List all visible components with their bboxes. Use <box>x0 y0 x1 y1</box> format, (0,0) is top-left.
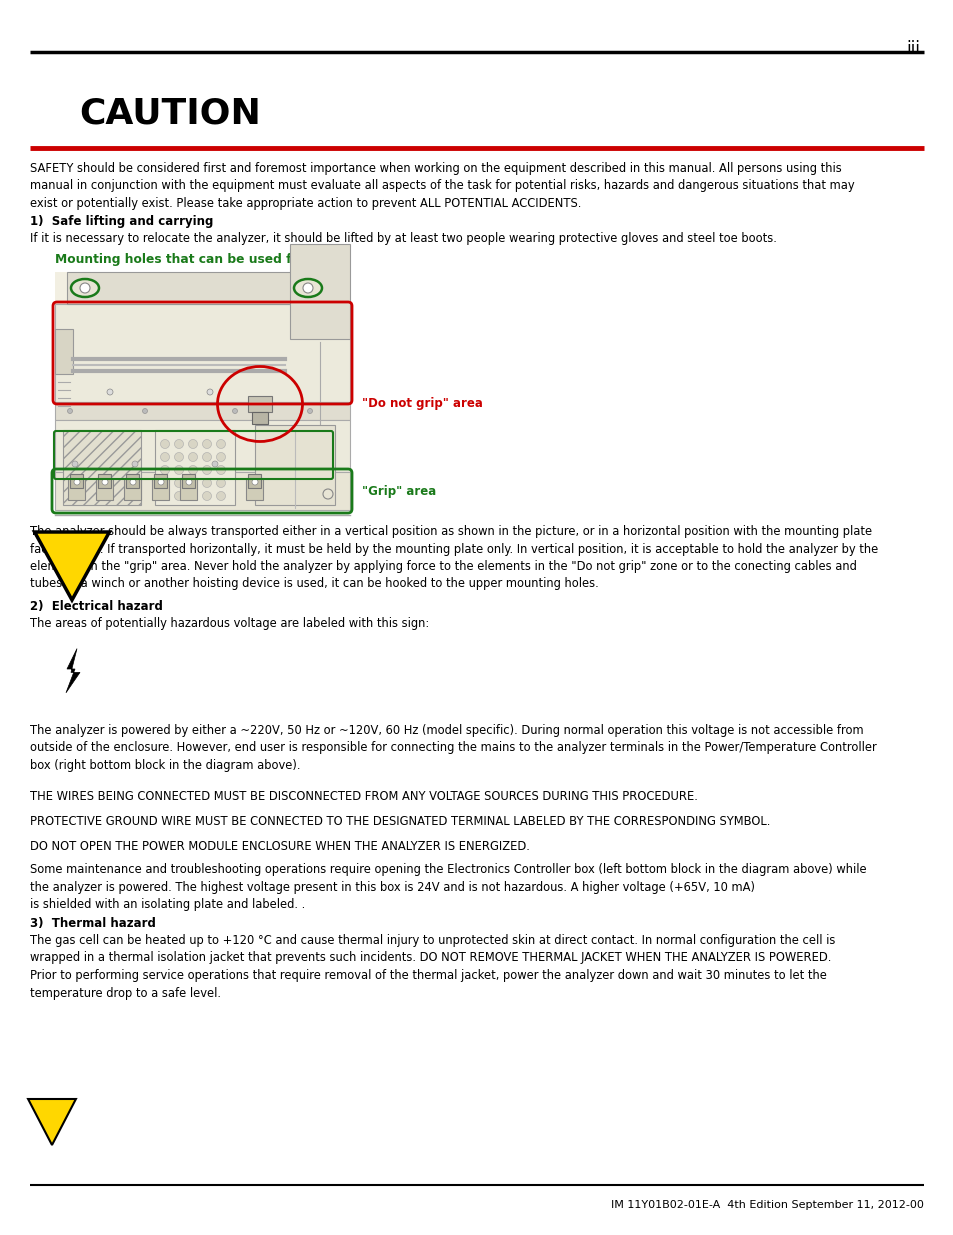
Text: The analyzer is powered by either a ~220V, 50 Hz or ~120V, 60 Hz (model specific: The analyzer is powered by either a ~220… <box>30 724 876 772</box>
Bar <box>153 474 167 488</box>
Circle shape <box>186 479 192 485</box>
FancyBboxPatch shape <box>48 107 52 121</box>
Circle shape <box>132 461 138 467</box>
Circle shape <box>142 409 148 414</box>
FancyBboxPatch shape <box>57 107 63 121</box>
Text: CAUTION: CAUTION <box>79 96 261 130</box>
Circle shape <box>174 478 183 488</box>
Bar <box>96 478 112 500</box>
Bar <box>55 272 350 510</box>
Circle shape <box>189 478 197 488</box>
Circle shape <box>71 461 78 467</box>
Bar <box>68 478 85 500</box>
Circle shape <box>74 479 80 485</box>
Ellipse shape <box>294 279 322 296</box>
Text: THE WIRES BEING CONNECTED MUST BE DISCONNECTED FROM ANY VOLTAGE SOURCES DURING T: THE WIRES BEING CONNECTED MUST BE DISCON… <box>30 790 698 803</box>
Text: The areas of potentially hazardous voltage are labeled with this sign:: The areas of potentially hazardous volta… <box>30 618 429 630</box>
Circle shape <box>212 461 218 467</box>
Bar <box>124 478 141 500</box>
Circle shape <box>216 452 225 462</box>
Text: Some maintenance and troubleshooting operations require opening the Electronics : Some maintenance and troubleshooting ope… <box>30 863 865 911</box>
Circle shape <box>174 440 183 448</box>
Bar <box>246 478 263 500</box>
Text: SAFETY should be considered first and foremost importance when working on the eq: SAFETY should be considered first and fo… <box>30 162 854 210</box>
Circle shape <box>216 492 225 500</box>
Circle shape <box>202 478 212 488</box>
Bar <box>290 245 350 338</box>
Bar <box>67 272 337 304</box>
Text: Mounting holes that can be used for hooks: Mounting holes that can be used for hook… <box>55 253 351 266</box>
Circle shape <box>323 489 333 499</box>
Circle shape <box>207 389 213 395</box>
Bar <box>70 474 83 488</box>
Bar <box>63 430 141 505</box>
Circle shape <box>216 478 225 488</box>
Circle shape <box>189 492 197 500</box>
Circle shape <box>303 283 313 293</box>
Circle shape <box>307 409 313 414</box>
Circle shape <box>233 409 237 414</box>
Bar <box>152 478 169 500</box>
Circle shape <box>102 479 108 485</box>
Text: The gas cell can be heated up to +120 °C and cause thermal injury to unprotected: The gas cell can be heated up to +120 °C… <box>30 934 835 999</box>
Text: 1)  Safe lifting and carrying: 1) Safe lifting and carrying <box>30 215 213 228</box>
Circle shape <box>202 492 212 500</box>
Circle shape <box>189 466 197 474</box>
Text: iii: iii <box>905 40 919 58</box>
Circle shape <box>68 409 72 414</box>
Polygon shape <box>66 648 80 693</box>
Bar <box>55 420 350 472</box>
Bar <box>254 425 335 505</box>
Bar <box>55 329 73 374</box>
Circle shape <box>160 440 170 448</box>
FancyBboxPatch shape <box>42 115 62 131</box>
Circle shape <box>130 479 136 485</box>
Circle shape <box>160 466 170 474</box>
Circle shape <box>174 466 183 474</box>
Circle shape <box>202 452 212 462</box>
Bar <box>55 304 350 403</box>
Circle shape <box>216 440 225 448</box>
Bar <box>126 474 139 488</box>
Bar <box>55 403 350 420</box>
Circle shape <box>160 492 170 500</box>
Circle shape <box>202 440 212 448</box>
Circle shape <box>107 389 112 395</box>
Text: If it is necessary to relocate the analyzer, it should be lifted by at least two: If it is necessary to relocate the analy… <box>30 232 776 245</box>
Ellipse shape <box>71 279 99 296</box>
Circle shape <box>158 479 164 485</box>
Bar <box>248 474 261 488</box>
Bar <box>248 396 272 412</box>
Circle shape <box>160 478 170 488</box>
Polygon shape <box>34 532 110 600</box>
Circle shape <box>80 283 90 293</box>
Text: "Do not grip" area: "Do not grip" area <box>361 398 482 410</box>
Text: IM 11Y01B02-01E-A  4th Edition September 11, 2012-00: IM 11Y01B02-01E-A 4th Edition September … <box>611 1200 923 1210</box>
Bar <box>154 430 234 505</box>
Text: The analyzer should be always transported either in a vertical position as shown: The analyzer should be always transporte… <box>30 525 878 590</box>
Text: PROTECTIVE GROUND WIRE MUST BE CONNECTED TO THE DESIGNATED TERMINAL LABELED BY T: PROTECTIVE GROUND WIRE MUST BE CONNECTED… <box>30 815 770 827</box>
FancyBboxPatch shape <box>43 107 48 121</box>
Text: 3)  Thermal hazard: 3) Thermal hazard <box>30 918 155 930</box>
Text: 2)  Electrical hazard: 2) Electrical hazard <box>30 600 163 613</box>
Bar <box>180 478 196 500</box>
Circle shape <box>174 452 183 462</box>
Circle shape <box>189 440 197 448</box>
Bar <box>182 474 194 488</box>
Circle shape <box>160 452 170 462</box>
Text: "Grip" area: "Grip" area <box>361 484 436 498</box>
Circle shape <box>216 466 225 474</box>
Bar <box>98 474 111 488</box>
Circle shape <box>202 466 212 474</box>
Circle shape <box>252 479 257 485</box>
Text: DO NOT OPEN THE POWER MODULE ENCLOSURE WHEN THE ANALYZER IS ENERGIZED.: DO NOT OPEN THE POWER MODULE ENCLOSURE W… <box>30 840 529 853</box>
Polygon shape <box>28 1099 76 1145</box>
Circle shape <box>174 492 183 500</box>
Bar <box>252 412 268 424</box>
Circle shape <box>189 452 197 462</box>
FancyBboxPatch shape <box>52 107 57 121</box>
Bar <box>55 472 350 510</box>
FancyBboxPatch shape <box>37 116 44 126</box>
